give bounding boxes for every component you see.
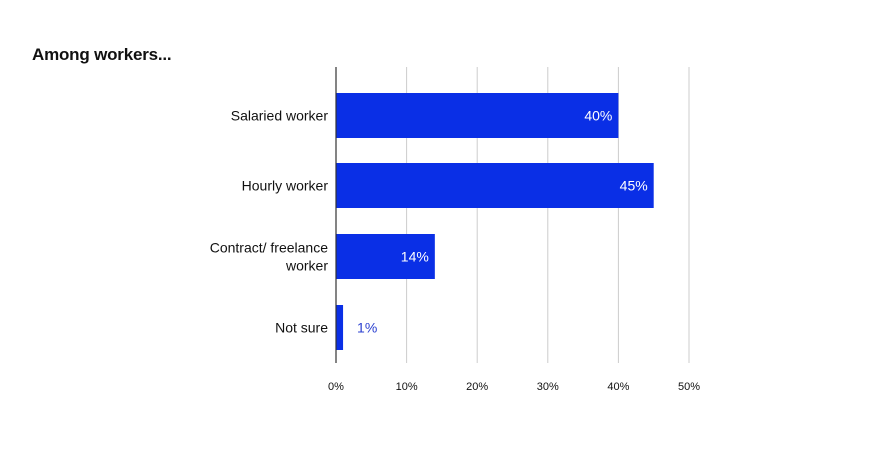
- bars: [336, 93, 654, 350]
- bar: [336, 305, 344, 350]
- bar: [336, 234, 435, 279]
- x-tick-label: 40%: [607, 381, 629, 393]
- category-labels: Salaried worker Hourly worker Contract/ fr…: [210, 108, 329, 336]
- value-labels: 40% 45% 14% 1%: [357, 108, 648, 336]
- value-label: 1%: [357, 320, 377, 336]
- x-tick-label: 20%: [466, 381, 488, 393]
- chart-title: Among workers...: [32, 45, 172, 64]
- x-tick-label: 10%: [396, 381, 418, 393]
- x-tick-label: 0%: [328, 381, 344, 393]
- category-label: Contract/ freelance: [210, 240, 328, 256]
- category-label: Salaried worker: [231, 108, 329, 124]
- gridlines: [406, 67, 690, 363]
- x-tick-label: 50%: [678, 381, 700, 393]
- x-tick-label: 30%: [537, 381, 559, 393]
- value-label: 45%: [620, 178, 648, 194]
- value-label: 40%: [584, 108, 612, 124]
- bar: [336, 93, 619, 138]
- value-label: 14%: [401, 249, 429, 265]
- x-tick-labels: 0% 10% 20% 30% 40% 50%: [328, 381, 700, 393]
- category-label: Hourly worker: [242, 178, 329, 194]
- category-label: Not sure: [275, 320, 328, 336]
- category-label: worker: [285, 258, 328, 274]
- bar: [336, 163, 654, 208]
